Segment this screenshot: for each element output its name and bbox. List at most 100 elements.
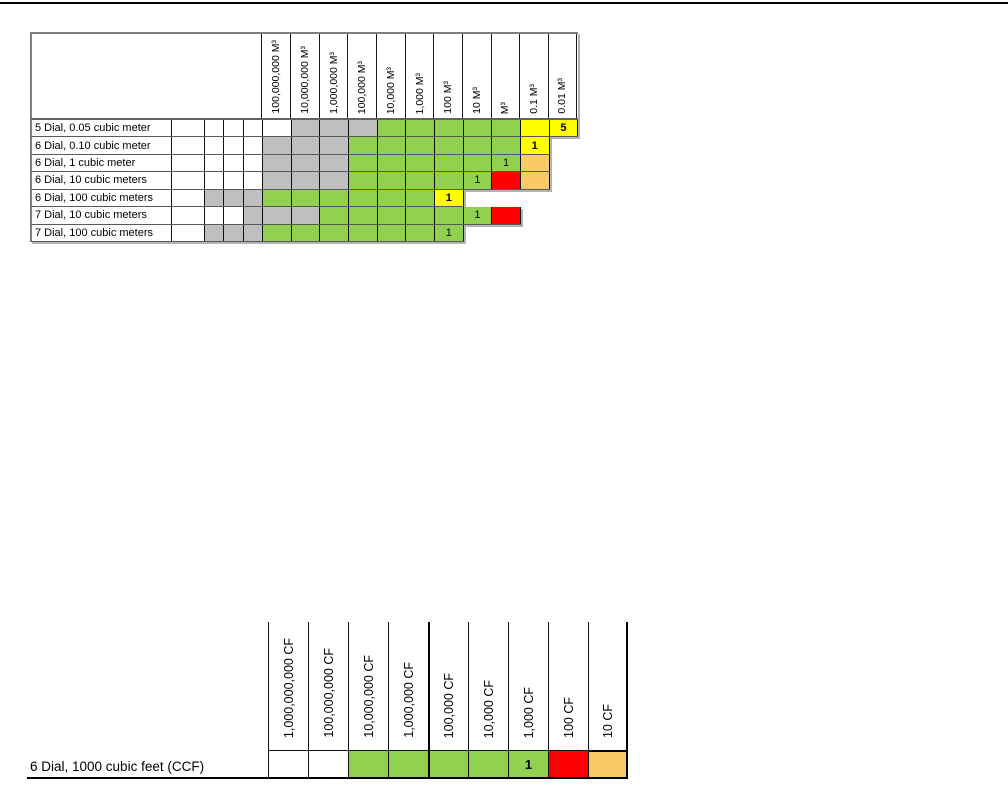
grid-cell[interactable]: 5 bbox=[549, 120, 579, 137]
row-label[interactable]: 6 Dial, 100 cubic meters bbox=[32, 189, 172, 207]
grid-cell[interactable] bbox=[320, 137, 349, 154]
grid-cell[interactable] bbox=[224, 154, 244, 172]
grid-cell[interactable] bbox=[320, 189, 349, 207]
grid-cell[interactable] bbox=[262, 189, 292, 207]
grid-cell[interactable] bbox=[348, 137, 378, 154]
grid-cell[interactable] bbox=[492, 137, 521, 154]
grid-cell[interactable]: 1 bbox=[492, 154, 521, 172]
grid-cell[interactable] bbox=[262, 137, 292, 154]
grid-cell[interactable] bbox=[492, 207, 521, 224]
grid-cell[interactable] bbox=[320, 207, 349, 224]
grid-cell[interactable] bbox=[224, 207, 244, 224]
grid-cell[interactable] bbox=[428, 750, 468, 777]
grid-cell[interactable] bbox=[348, 120, 378, 137]
grid-cell[interactable] bbox=[548, 750, 588, 777]
grid-cell[interactable] bbox=[388, 750, 428, 777]
grid-cell[interactable] bbox=[406, 207, 435, 224]
grid-cell[interactable] bbox=[172, 207, 205, 224]
grid-cell[interactable] bbox=[205, 172, 225, 189]
grid-cell[interactable]: 1 bbox=[463, 172, 493, 189]
grid-cell[interactable] bbox=[463, 154, 493, 172]
row-label[interactable]: 6 Dial, 1 cubic meter bbox=[32, 154, 172, 172]
grid-cell[interactable] bbox=[172, 224, 205, 241]
grid-cell[interactable] bbox=[468, 750, 508, 777]
grid-cell[interactable] bbox=[291, 189, 321, 207]
grid-cell[interactable] bbox=[377, 189, 407, 207]
grid-cell[interactable]: 1 bbox=[434, 224, 464, 241]
grid-cell[interactable] bbox=[348, 172, 378, 189]
grid-cell[interactable] bbox=[205, 189, 225, 207]
grid-cell[interactable] bbox=[308, 750, 348, 777]
grid-cell[interactable] bbox=[262, 207, 292, 224]
grid-cell[interactable] bbox=[406, 154, 435, 172]
grid-cell[interactable] bbox=[406, 120, 435, 137]
grid-cell[interactable] bbox=[291, 224, 321, 241]
grid-cell[interactable] bbox=[291, 172, 321, 189]
grid-cell[interactable] bbox=[434, 154, 464, 172]
grid-cell[interactable] bbox=[492, 172, 521, 189]
grid-cell[interactable] bbox=[377, 224, 407, 241]
grid-cell[interactable] bbox=[172, 137, 205, 154]
grid-cell[interactable] bbox=[492, 120, 521, 137]
grid-cell[interactable] bbox=[268, 750, 308, 777]
row-label[interactable]: 6 Dial, 1000 cubic feet (CCF) bbox=[30, 759, 205, 774]
grid-cell[interactable] bbox=[320, 154, 349, 172]
grid-cell[interactable] bbox=[205, 207, 225, 224]
grid-cell[interactable] bbox=[224, 172, 244, 189]
grid-cell[interactable] bbox=[377, 207, 407, 224]
grid-cell[interactable] bbox=[224, 137, 244, 154]
grid-cell[interactable] bbox=[172, 154, 205, 172]
grid-cell[interactable] bbox=[243, 189, 263, 207]
grid-cell[interactable] bbox=[406, 137, 435, 154]
grid-cell[interactable] bbox=[348, 224, 378, 241]
grid-cell[interactable] bbox=[406, 172, 435, 189]
grid-cell[interactable] bbox=[172, 120, 205, 137]
grid-cell[interactable] bbox=[172, 172, 205, 189]
grid-cell[interactable] bbox=[291, 154, 321, 172]
grid-cell[interactable] bbox=[348, 189, 378, 207]
grid-cell[interactable] bbox=[434, 207, 464, 224]
row-label[interactable]: 7 Dial, 100 cubic meters bbox=[32, 224, 172, 241]
grid-cell[interactable] bbox=[243, 207, 263, 224]
row-label[interactable]: 6 Dial, 0.10 cubic meter bbox=[32, 137, 172, 154]
grid-cell[interactable] bbox=[205, 120, 225, 137]
grid-cell[interactable] bbox=[463, 137, 493, 154]
grid-cell[interactable] bbox=[588, 750, 628, 777]
grid-cell[interactable] bbox=[262, 120, 292, 137]
grid-cell[interactable] bbox=[520, 154, 550, 172]
grid-cell[interactable] bbox=[291, 207, 321, 224]
grid-cell[interactable]: 1 bbox=[463, 207, 493, 224]
grid-cell[interactable] bbox=[224, 224, 244, 241]
grid-cell[interactable] bbox=[262, 154, 292, 172]
row-label[interactable]: 5 Dial, 0.05 cubic meter bbox=[32, 120, 172, 137]
grid-cell[interactable] bbox=[243, 224, 263, 241]
grid-cell[interactable] bbox=[434, 137, 464, 154]
grid-cell[interactable] bbox=[320, 224, 349, 241]
grid-cell[interactable] bbox=[243, 172, 263, 189]
grid-cell[interactable] bbox=[377, 120, 407, 137]
row-label[interactable]: 6 Dial, 10 cubic meters bbox=[32, 172, 172, 189]
grid-cell[interactable] bbox=[434, 172, 464, 189]
grid-cell[interactable] bbox=[406, 224, 435, 241]
grid-cell[interactable] bbox=[520, 120, 550, 137]
grid-cell[interactable] bbox=[243, 120, 263, 137]
grid-cell[interactable] bbox=[262, 224, 292, 241]
grid-cell[interactable]: 1 bbox=[520, 137, 550, 154]
grid-cell[interactable]: 1 bbox=[434, 189, 464, 207]
grid-cell[interactable] bbox=[291, 120, 321, 137]
grid-cell[interactable] bbox=[406, 189, 435, 207]
grid-cell[interactable] bbox=[348, 154, 378, 172]
grid-cell[interactable] bbox=[348, 750, 388, 777]
grid-cell[interactable] bbox=[377, 172, 407, 189]
grid-cell[interactable] bbox=[262, 172, 292, 189]
grid-cell[interactable] bbox=[320, 172, 349, 189]
grid-cell[interactable] bbox=[377, 137, 407, 154]
grid-cell[interactable] bbox=[243, 154, 263, 172]
grid-cell[interactable] bbox=[172, 189, 205, 207]
grid-cell[interactable] bbox=[205, 154, 225, 172]
grid-cell[interactable] bbox=[434, 120, 464, 137]
row-label[interactable]: 7 Dial, 10 cubic meters bbox=[32, 207, 172, 224]
grid-cell[interactable] bbox=[320, 120, 349, 137]
grid-cell[interactable] bbox=[520, 172, 550, 189]
grid-cell[interactable] bbox=[243, 137, 263, 154]
